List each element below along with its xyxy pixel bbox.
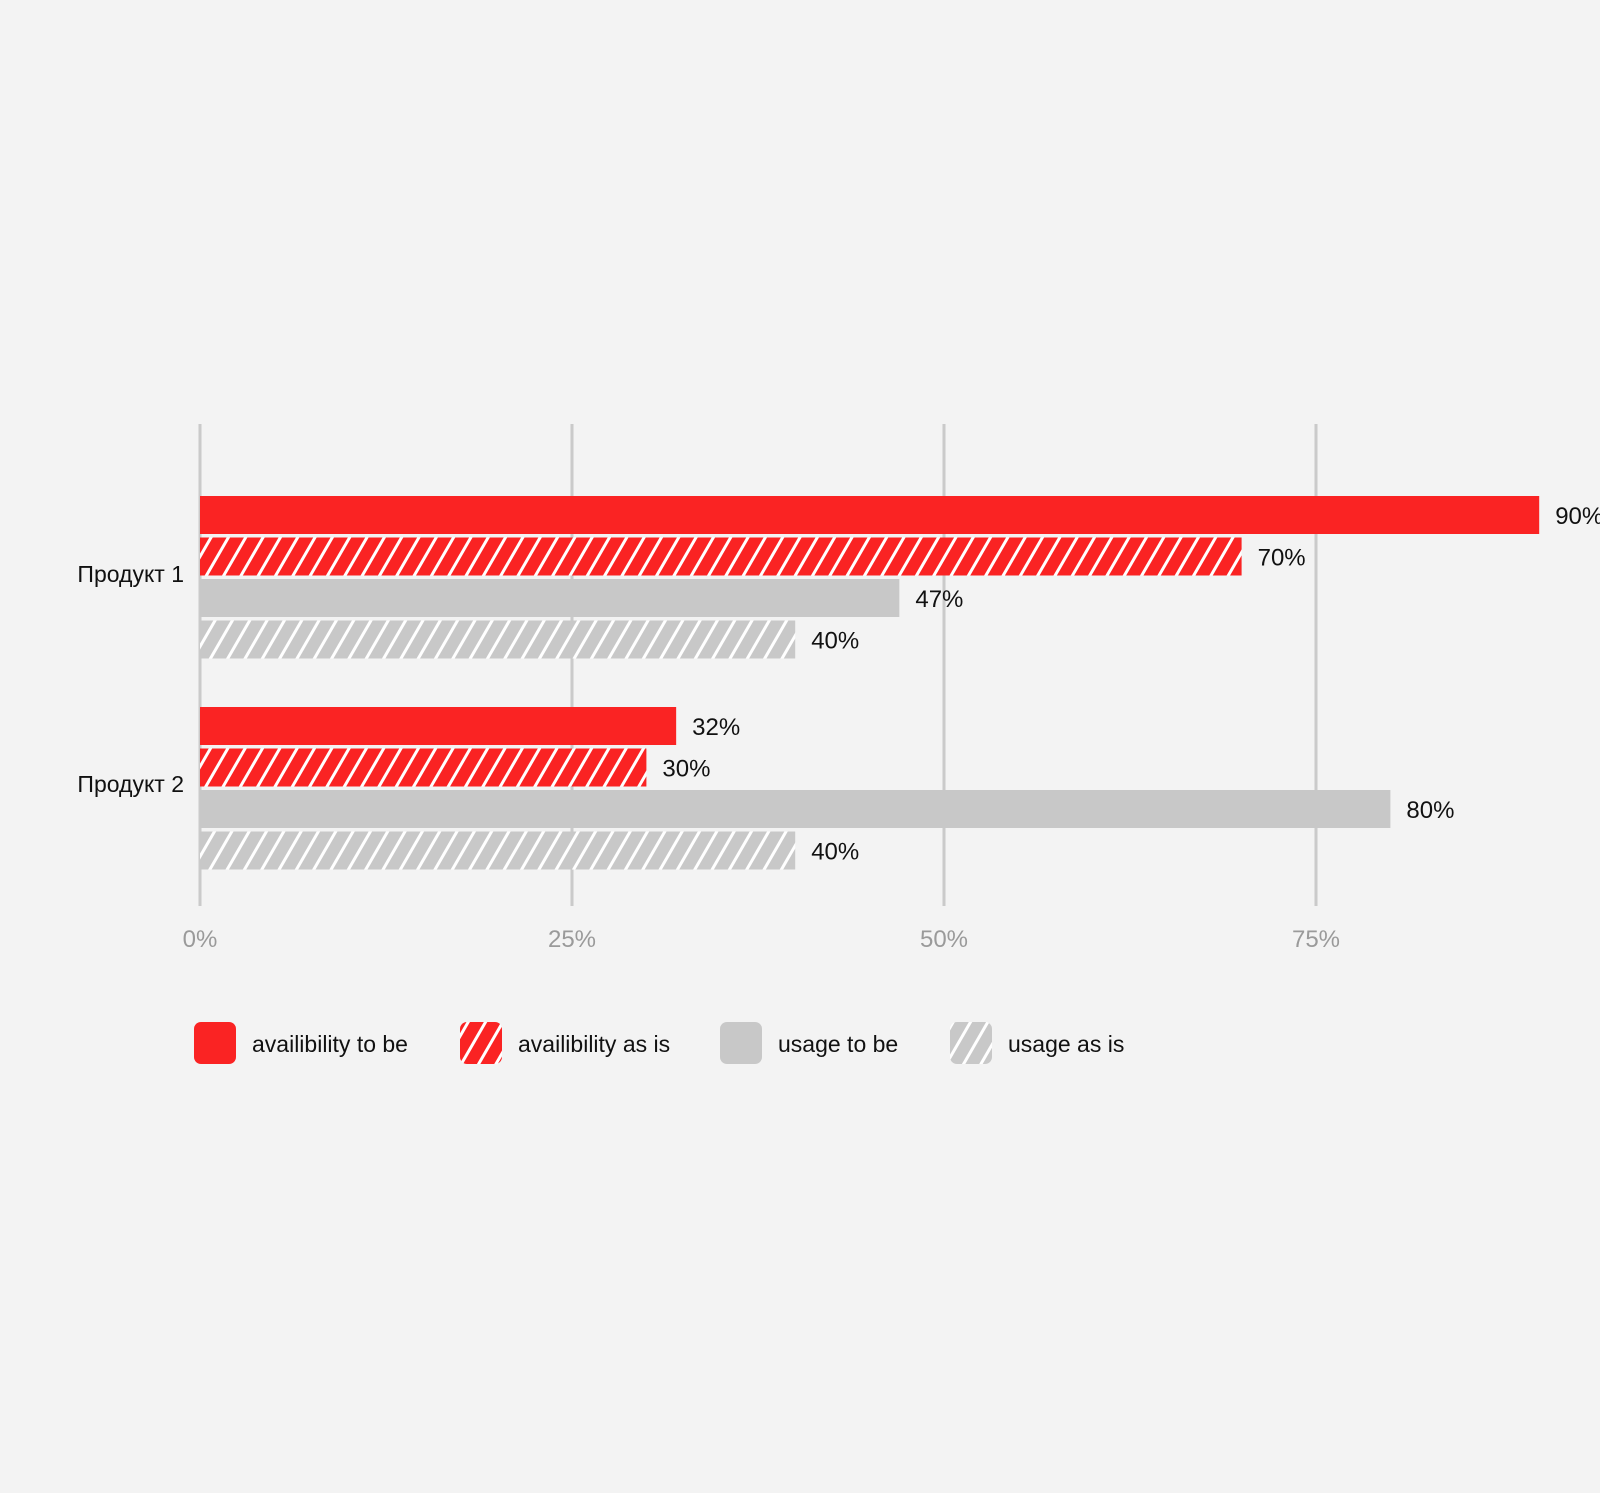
bar [200, 790, 1391, 828]
x-tick-label: 25% [548, 926, 596, 953]
category-label: Продукт 2 [77, 771, 184, 797]
bar-value-label: 80% [1406, 797, 1454, 824]
bar [200, 579, 900, 617]
legend-swatch [720, 1022, 762, 1064]
legend-label: usage to be [778, 1031, 898, 1057]
bar-value-label: 70% [1258, 545, 1306, 572]
legend-swatch [950, 1022, 992, 1064]
legend-label: availibility as is [518, 1031, 670, 1057]
x-axis-ticks: 0% 25% 50% 75% [183, 926, 1340, 953]
bar [200, 496, 1540, 534]
x-tick-label: 50% [920, 926, 968, 953]
bar [200, 748, 647, 787]
data-labels: 90% 70% 47% 40% 32% 30% 80% 40% [662, 503, 1600, 866]
legend-swatch [460, 1022, 502, 1064]
bars [200, 496, 1540, 870]
legend-label: availibility to be [252, 1031, 408, 1057]
category-label: Продукт 1 [77, 561, 184, 587]
bar-value-label: 40% [811, 628, 859, 655]
bar-value-label: 90% [1555, 503, 1600, 530]
bar [200, 620, 796, 659]
x-tick-label: 75% [1292, 926, 1340, 953]
category-labels: Продукт 1 Продукт 2 [77, 561, 184, 797]
legend: availibility to be availibility as is usag… [194, 1022, 1124, 1064]
bar-value-label: 40% [811, 839, 859, 866]
bar-value-label: 32% [692, 714, 740, 741]
legend-label: usage as is [1008, 1031, 1124, 1057]
x-tick-label: 0% [183, 926, 218, 953]
bar [200, 831, 796, 870]
bar [200, 707, 677, 745]
legend-swatch [194, 1022, 236, 1064]
bar-value-label: 30% [662, 756, 710, 783]
bar-value-label: 47% [915, 586, 963, 613]
bar [200, 537, 1242, 576]
